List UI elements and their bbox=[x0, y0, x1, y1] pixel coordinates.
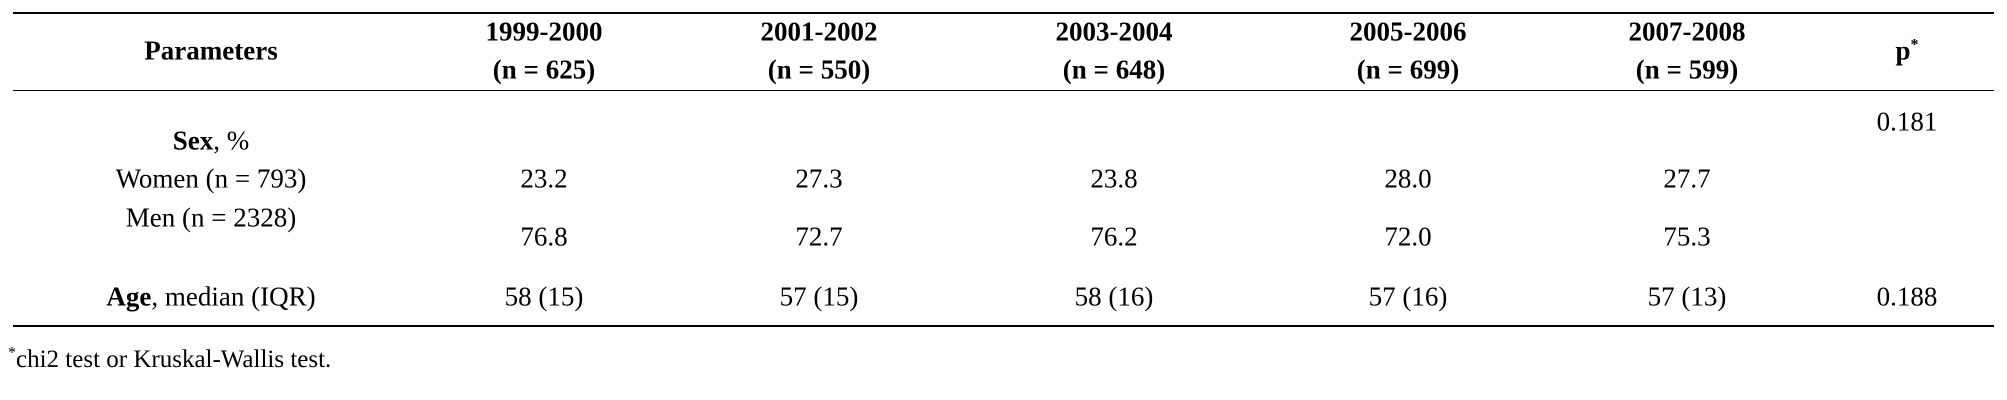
cell: 58 (16) bbox=[1074, 281, 1154, 312]
cell: 58 (15) bbox=[504, 281, 584, 312]
p-value: 0.188 bbox=[1876, 281, 1938, 312]
cell: 27.7 bbox=[1663, 163, 1711, 194]
header-years: 2001-2002 bbox=[760, 16, 878, 47]
cell: 23.2 bbox=[520, 163, 568, 194]
cell: 76.2 bbox=[1090, 221, 1138, 252]
cell: 28.0 bbox=[1384, 163, 1432, 194]
header-text: p bbox=[1895, 35, 1911, 66]
cell: 27.3 bbox=[795, 163, 843, 194]
header-n: (n = 625) bbox=[492, 54, 596, 85]
cell: 72.0 bbox=[1384, 221, 1432, 252]
label-rest: , % bbox=[213, 125, 250, 156]
label-rest: , median (IQR) bbox=[151, 281, 316, 312]
cell: 23.8 bbox=[1090, 163, 1138, 194]
bold-label: Age bbox=[106, 281, 152, 312]
header-years: 1999-2000 bbox=[485, 16, 603, 47]
cell: 76.8 bbox=[520, 221, 568, 252]
header-cell: Parameters bbox=[144, 35, 278, 66]
p-value: 0.181 bbox=[1876, 106, 1938, 137]
header-years: 2007-2008 bbox=[1628, 16, 1746, 47]
cell: 57 (13) bbox=[1647, 281, 1727, 312]
row-label: Sex, % bbox=[173, 126, 250, 157]
row-label: Women (n = 793) bbox=[115, 163, 307, 194]
header-years: 2003-2004 bbox=[1055, 16, 1173, 47]
row-label: Men (n = 2328) bbox=[125, 202, 297, 233]
header-cell: p* bbox=[1895, 36, 1918, 67]
footnote-text: chi2 test or Kruskal-Wallis test. bbox=[16, 346, 332, 373]
cell: 75.3 bbox=[1663, 221, 1711, 252]
header-n: (n = 550) bbox=[767, 54, 871, 85]
cell: 72.7 bbox=[795, 221, 843, 252]
header-n: (n = 648) bbox=[1062, 54, 1166, 85]
header-rule bbox=[13, 90, 1994, 91]
top-rule bbox=[13, 12, 1994, 14]
superscript: * bbox=[1910, 36, 1919, 54]
cell: 57 (16) bbox=[1368, 281, 1448, 312]
header-n: (n = 599) bbox=[1635, 54, 1739, 85]
cell: 57 (15) bbox=[779, 281, 859, 312]
bold-label: Sex bbox=[172, 125, 214, 156]
header-n: (n = 699) bbox=[1356, 54, 1460, 85]
superscript: * bbox=[8, 344, 16, 362]
footnote: *chi2 test or Kruskal-Wallis test. bbox=[8, 344, 332, 374]
bottom-rule bbox=[13, 325, 1994, 327]
header-years: 2005-2006 bbox=[1349, 16, 1467, 47]
row-label: Age, median (IQR) bbox=[106, 282, 315, 313]
